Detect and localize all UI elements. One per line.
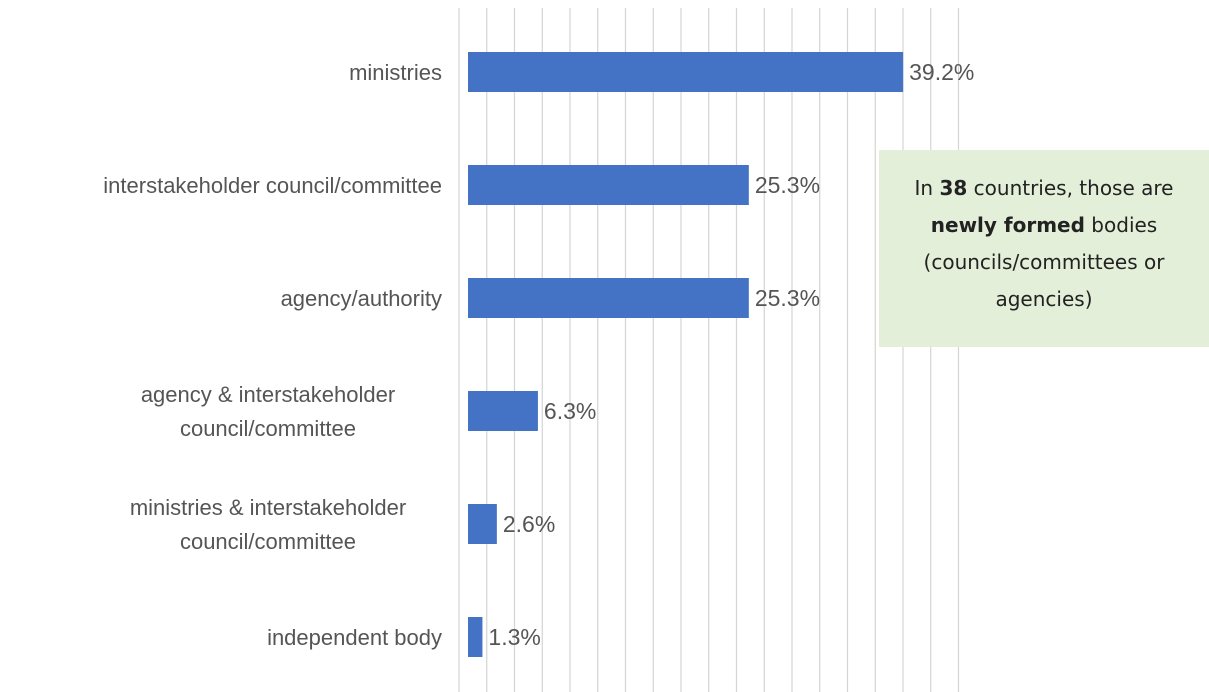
category-label: independent body — [267, 625, 442, 650]
annotation-box: In 38 countries, those are newly formed … — [879, 150, 1209, 347]
category-label: agency/authority — [281, 286, 442, 311]
annotation-line-4: agencies) — [995, 287, 1093, 311]
bar — [468, 617, 483, 657]
category-label-line: agency & interstakeholder — [141, 382, 395, 407]
category-label-line: interstakeholder council/committee — [103, 173, 442, 198]
bar — [468, 52, 904, 92]
bar — [468, 278, 749, 318]
category-label-line: council/committee — [180, 529, 356, 554]
value-label: 25.3% — [755, 285, 820, 311]
category-label: ministries & interstakeholder council/com… — [130, 495, 406, 554]
annotation-line-2: newly formed bodies — [930, 213, 1158, 237]
category-label-line: ministries — [349, 60, 442, 85]
bar — [468, 504, 497, 544]
bars — [468, 52, 904, 657]
category-label-line: agency/authority — [281, 286, 442, 311]
category-label: interstakeholder council/committee — [103, 173, 442, 198]
annotation-newly-formed: newly formed — [930, 213, 1085, 237]
value-label: 39.2% — [909, 59, 974, 85]
value-label: 2.6% — [503, 511, 555, 537]
bar — [468, 165, 749, 205]
annotation-country-count: 38 — [939, 176, 968, 200]
value-label: 25.3% — [755, 172, 820, 198]
category-label-line: ministries & interstakeholder — [130, 495, 406, 520]
annotation-line-3: (councils/committees or — [923, 250, 1165, 274]
bar — [468, 391, 538, 431]
category-labels: ministries interstakeholder council/commi… — [103, 60, 442, 650]
value-label: 1.3% — [488, 624, 540, 650]
category-label: ministries — [349, 60, 442, 85]
value-labels: 39.2% 25.3% 25.3% 6.3% 2.6% 1.3% — [488, 59, 974, 650]
category-label-line: council/committee — [180, 416, 356, 441]
annotation-line-1: In 38 countries, those are — [914, 176, 1174, 200]
value-label: 6.3% — [544, 398, 596, 424]
category-label-line: independent body — [267, 625, 442, 650]
gridlines — [458, 8, 960, 692]
category-label: agency & interstakeholder council/committ… — [141, 382, 395, 441]
